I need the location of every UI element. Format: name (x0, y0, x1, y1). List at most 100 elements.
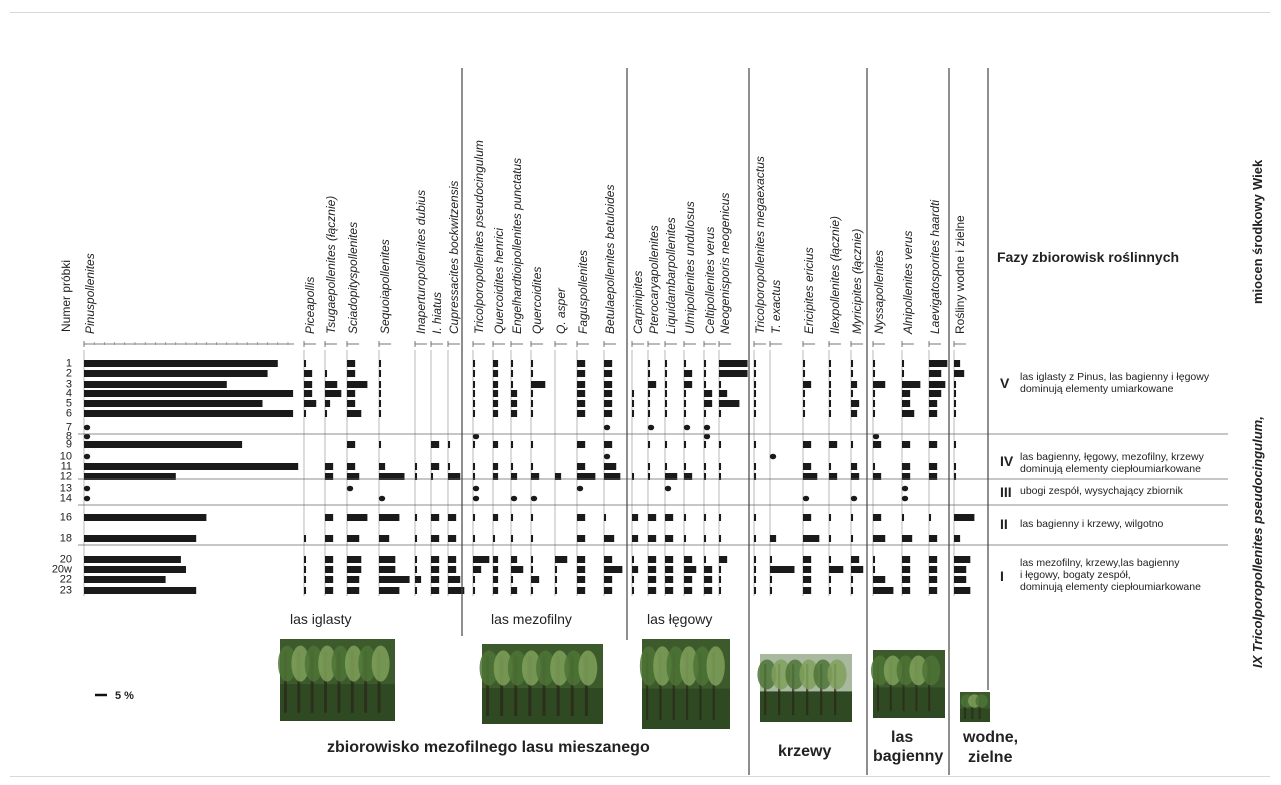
pollen-bar (493, 400, 499, 407)
pollen-bar (347, 400, 356, 407)
pollen-bar (473, 587, 476, 594)
pollen-bar (448, 473, 461, 480)
pollen-bar (379, 390, 382, 397)
taxon-column-alnipollenites-verus: Alnipollenites verus (901, 231, 921, 596)
photo-tree-crown (653, 646, 672, 686)
phase-description-line: dominują elementy ciepłoumiarkowane (1020, 581, 1201, 593)
taxon-name: Tsugaepollenites (łącznie) (324, 196, 338, 334)
pollen-bar (531, 556, 534, 563)
pollen-bar (304, 566, 307, 573)
pollen-bar (511, 463, 514, 470)
pollen-bar (851, 514, 854, 521)
taxon-name: Q. asper (554, 287, 568, 334)
pollen-bar (684, 556, 693, 563)
pollen-bar (511, 360, 514, 367)
taxon-column-faguspollenites: Faguspollenites (576, 250, 596, 596)
pollen-bar (719, 473, 722, 480)
pollen-bar (719, 360, 748, 367)
pollen-bar (531, 514, 534, 521)
pollen-bar (704, 381, 707, 388)
pollen-bar (704, 576, 713, 583)
pollen-bar (379, 441, 382, 448)
pollen-bar (754, 441, 757, 448)
pollen-bar (648, 535, 657, 542)
photo-tree-crown (304, 645, 323, 682)
taxon-name: Pinuspollenites (83, 253, 97, 334)
photo-tree-trunk (971, 696, 974, 719)
photo-tree-crown (318, 645, 337, 682)
pollen-bar (531, 381, 546, 388)
pollen-bar (851, 463, 858, 470)
taxon-column-ericipites-ericius: Ericipites ericius (802, 247, 820, 596)
vegetation-label: las mezofilny (491, 611, 572, 627)
pollen-bar (531, 535, 534, 542)
pollen-bar (648, 587, 657, 594)
pollen-bar (84, 370, 268, 377)
pollen-bar (803, 360, 806, 367)
pollen-bar (347, 381, 368, 388)
pollen-bar (648, 514, 657, 521)
photo-tree-crown (344, 645, 363, 682)
pollen-bar (719, 390, 728, 397)
photo-ground (873, 687, 945, 718)
pollen-bar (803, 587, 812, 594)
pollen-bar (347, 370, 356, 377)
presence-dot (872, 433, 880, 440)
pollen-bar (665, 381, 668, 388)
taxon-name: Sciadopityspollenites (346, 222, 360, 334)
sample-label: 22 (60, 574, 72, 586)
pollen-bar (84, 441, 243, 448)
phase-iv: IV las bagienny, łęgowy, mezofilny, krzew… (1000, 451, 1205, 475)
pollen-bar (577, 556, 586, 563)
pollen-bar (604, 360, 613, 367)
pollen-bar (604, 410, 613, 417)
pollen-bar (415, 556, 418, 563)
aquatic-label-line: zielne (968, 749, 1013, 766)
pollen-bar (665, 473, 678, 480)
pollen-bar (648, 400, 651, 407)
photo-tree-crown (679, 646, 699, 686)
pollen-bar (84, 400, 263, 407)
phase-iii: III ubogi zespół, wysychający zbiornik (1000, 484, 1184, 500)
pollen-bar (954, 370, 965, 377)
photo-tree-trunk (964, 696, 966, 719)
photo-tree-trunk (778, 664, 781, 716)
taxon-name: Ericipites ericius (802, 247, 816, 334)
taxon-column-engelhardtioipollenites-punctatus: Engelhardtioipollenites punctatus (510, 158, 524, 596)
pollen-bar (473, 514, 476, 521)
pollen-bar (531, 390, 534, 397)
pollen-bar (803, 370, 806, 377)
pollen-bar (347, 463, 356, 470)
pollen-bar (511, 381, 514, 388)
phases-header: Fazy zbiorowisk roślinnych (997, 249, 1179, 265)
taxon-name: Sequoiapollenites (378, 239, 392, 334)
pollen-bar (511, 400, 518, 407)
photo-tree-crown (564, 650, 584, 686)
pollen-bar (873, 587, 894, 594)
pollen-bar (684, 381, 693, 388)
presence-dot (703, 424, 711, 431)
pollen-bar (473, 360, 476, 367)
pollen-bar (665, 576, 674, 583)
pollen-bar (929, 400, 938, 407)
photo-tree-crown (799, 659, 819, 690)
pollen-bar (379, 463, 386, 470)
pollen-bar (473, 390, 476, 397)
pollen-bar (493, 360, 499, 367)
photo-tree-crown (331, 645, 350, 682)
pollen-bar (577, 360, 586, 367)
sample-label: 10 (60, 451, 72, 463)
pollen-bar (347, 576, 360, 583)
pollen-bar (704, 410, 707, 417)
pollen-bar (770, 576, 773, 583)
pollen-bar (873, 400, 876, 407)
pollen-bar (754, 556, 757, 563)
pollen-bar (803, 566, 812, 573)
pollen-bar (665, 390, 668, 397)
aquatic-label-line: wodne, (962, 729, 1018, 746)
taxon-name: Tricolporopollenites megaexactus (753, 156, 767, 334)
pollen-bar (531, 441, 534, 448)
pollen-bar (84, 463, 299, 470)
pollen-bar (954, 441, 957, 448)
pollen-bar (873, 535, 886, 542)
